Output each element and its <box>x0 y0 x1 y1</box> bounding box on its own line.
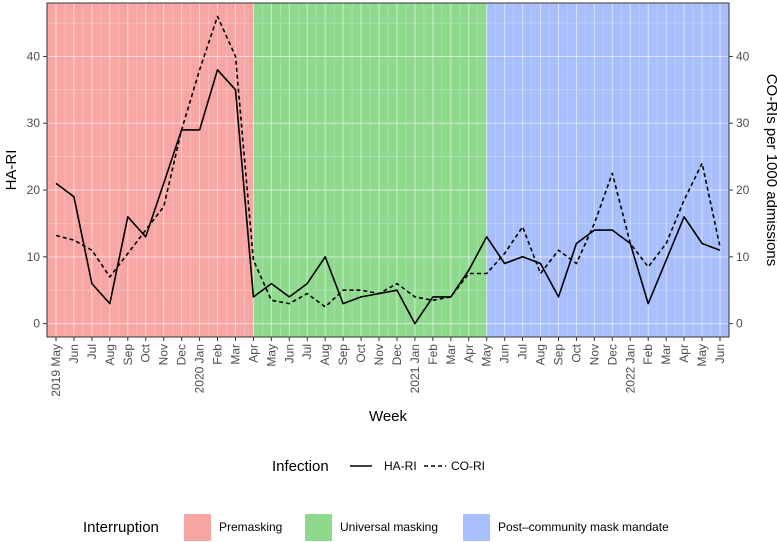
legend-label-interruption-1: Premasking <box>219 520 282 534</box>
y2-axis-title: CO-RIs per 1000 admissions <box>763 74 777 267</box>
x-tick-label: 2022 Jan <box>623 344 637 393</box>
y2-tick-label: 10 <box>736 250 750 264</box>
x-tick-label: Dec <box>390 344 404 365</box>
x-tick-label: Sep <box>121 344 135 366</box>
series-lines <box>55 15 721 325</box>
x-tick-label: Jun <box>67 344 81 363</box>
y-tick-label: 0 <box>33 317 40 331</box>
legend-swatch-1 <box>184 514 211 541</box>
x-tick-label: Mar <box>659 344 673 365</box>
legend-label-co-ri: CO-RI <box>451 459 485 473</box>
x-tick-label: 2020 Jan <box>193 344 207 393</box>
x-tick-label: Sep <box>336 344 350 366</box>
x-tick-label: Feb <box>211 344 225 365</box>
x-axis-title: Week <box>369 408 408 425</box>
x-axis: 2019 May Jun Jul Aug Sep Oct Nov Dec 2020 Jan Feb… <box>49 337 727 397</box>
legend-label-interruption-3: Post–community mask mandate <box>498 520 669 534</box>
x-tick-label: Aug <box>318 344 332 365</box>
x-tick-label: Jul <box>300 344 314 359</box>
x-tick-label: Jun <box>282 344 296 363</box>
x-tick-label: May <box>264 344 278 367</box>
x-tick-label: Dec <box>605 344 619 365</box>
x-tick-label: Apr <box>462 344 476 363</box>
x-tick-label: Mar <box>228 344 242 365</box>
series-line-ha-ri <box>55 69 721 325</box>
y-axis-title: HA-RI <box>3 150 20 191</box>
x-tick-label: Jun <box>713 344 727 363</box>
x-tick-label: Mar <box>444 344 458 365</box>
panel-border <box>46 2 730 338</box>
y-tick-label: 10 <box>27 250 41 264</box>
x-tick-label: 2019 May <box>49 344 63 397</box>
x-tick-label: Oct <box>354 343 368 362</box>
legend-label-ha-ri: HA-RI <box>384 459 417 473</box>
x-tick-label: Feb <box>641 344 655 365</box>
y-axis-left: 0 10 20 30 40 <box>27 49 47 331</box>
band-1 <box>47 3 254 337</box>
y-tick-label: 30 <box>27 116 41 130</box>
x-tick-label: Nov <box>372 344 386 365</box>
x-tick-label: May <box>480 344 494 367</box>
x-tick-label: Apr <box>246 344 260 363</box>
y2-tick-label: 0 <box>736 317 743 331</box>
y-tick-label: 20 <box>27 183 41 197</box>
x-tick-label: Aug <box>534 344 548 365</box>
x-tick-label: Nov <box>157 344 171 365</box>
x-tick-label: Feb <box>426 344 440 365</box>
x-tick-label: Nov <box>587 344 601 365</box>
x-tick-label: Aug <box>103 344 117 365</box>
band-2 <box>253 3 487 337</box>
x-tick-label: Dec <box>175 344 189 365</box>
x-tick-label: Oct <box>569 343 583 362</box>
legend-infection-title: Infection <box>272 458 329 475</box>
legend-interruption-title: Interruption <box>83 519 159 536</box>
y2-tick-label: 40 <box>736 49 750 63</box>
x-tick-label: Sep <box>551 344 565 366</box>
x-tick-label: Apr <box>677 344 691 363</box>
x-tick-label: Jun <box>498 344 512 363</box>
x-tick-label: May <box>695 344 709 367</box>
band-3 <box>486 3 729 337</box>
y-tick-label: 40 <box>27 49 41 63</box>
x-tick-label: 2021 Jan <box>408 344 422 393</box>
y2-tick-label: 30 <box>736 116 750 130</box>
legend-label-interruption-2: Universal masking <box>340 520 438 534</box>
legend-interruption: Interruption Premasking Universal masking… <box>83 514 669 541</box>
legend-infection: Infection HA-RI CO-RI <box>272 458 485 475</box>
legend-swatch-2 <box>305 514 332 541</box>
y2-tick-label: 20 <box>736 183 750 197</box>
legend-swatch-3 <box>463 514 490 541</box>
y-axis-right: 0 10 20 30 40 <box>729 49 750 331</box>
x-tick-label: Jul <box>85 344 99 359</box>
interruption-bands <box>47 3 729 337</box>
x-tick-label: Jul <box>516 344 530 359</box>
x-tick-label: Oct <box>139 343 153 362</box>
